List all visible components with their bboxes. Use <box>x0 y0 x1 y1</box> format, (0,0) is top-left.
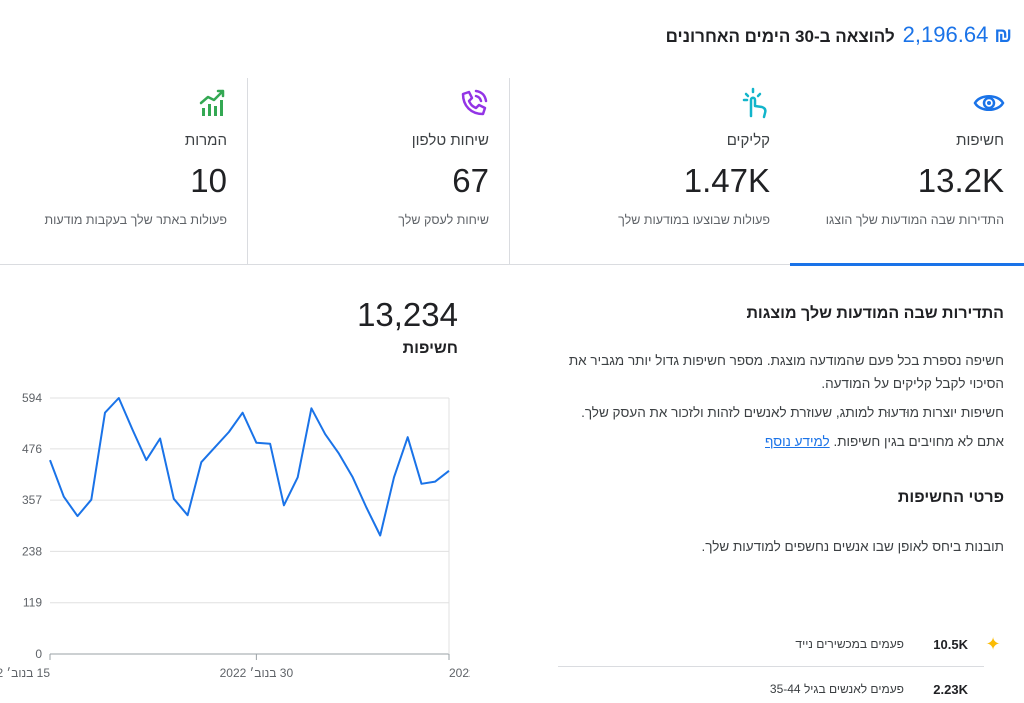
card-value: 10 <box>190 162 227 199</box>
x-axis-ticks: 15 בנוב׳ 2022 30 בנוב׳ 2022 14 בדצמ׳ 2022 <box>0 654 470 680</box>
y-axis-ticks: 0 119 238 357 476 594 <box>22 391 42 661</box>
card-title: המרות <box>184 132 227 149</box>
card-value: 1.47K <box>683 162 770 199</box>
info-paragraph: אתם לא מחויבים בגין חשיפות. למידע נוסף <box>554 430 1004 453</box>
detail-row: ✦ 10.5K פעמים במכשירים נייד <box>538 627 1004 661</box>
info-paragraph: חשיפות יוצרות מוּדעוּת למותג, שעוזרת לאנ… <box>581 405 1004 420</box>
card-description: פעולות שבוצעו במודעות שלך <box>618 213 770 227</box>
card-clicks[interactable]: קליקים 1.47K פעולות שבוצעו במודעות שלך <box>509 78 790 264</box>
chart-total: 13,234 <box>357 296 458 333</box>
details-subtitle: תובנות ביחס לאופן שבו אנשים נחשפים למודע… <box>701 539 1004 554</box>
card-value: 13.2K <box>917 162 1004 199</box>
card-title: קליקים <box>726 132 770 149</box>
spend-value: 2,196.64 <box>902 22 989 47</box>
details-title: פרטי החשיפות <box>897 489 1004 506</box>
eye-icon <box>973 95 1005 111</box>
spend-amount: ₪ 2,196.64 <box>903 22 1012 48</box>
series-line-layer <box>49 397 450 537</box>
x-tick-label: 14 בדצמ׳ 2022 <box>449 666 470 680</box>
y-tick-label: 0 <box>35 647 42 661</box>
card-title: חשיפות <box>956 132 1004 149</box>
y-tick-label: 594 <box>22 391 42 405</box>
card-value: 67 <box>452 162 489 199</box>
y-tick-label: 357 <box>22 493 42 507</box>
card-title: שיחות טלפון <box>411 132 489 149</box>
x-tick-label: 15 בנוב׳ 2022 <box>0 666 50 680</box>
detail-value: 10.5K <box>933 636 968 652</box>
divider <box>558 666 984 667</box>
tap-icon <box>742 87 767 119</box>
series-line <box>49 397 450 537</box>
card-description: התדירות שבה המודעות שלך הוצגו <box>825 213 1004 227</box>
sparkle-icon: ✦ <box>985 633 1001 654</box>
billing-note: אתם לא מחויבים בגין חשיפות. <box>833 434 1004 449</box>
card-description: שיחות לעסק שלך <box>398 213 489 227</box>
phone-call-icon <box>461 89 488 116</box>
detail-value: 2.23K <box>933 681 968 697</box>
chart-up-icon <box>199 89 225 116</box>
spend-header: ₪ 2,196.64 להוצאה ב-30 הימים האחרונים <box>666 22 1012 48</box>
chart-grid <box>50 397 450 655</box>
learn-more-link[interactable]: למידע נוסף <box>765 434 830 449</box>
detail-label: פעמים במכשירים נייד <box>795 637 904 651</box>
currency-symbol: ₪ <box>994 25 1012 47</box>
y-tick-label: 476 <box>22 442 42 456</box>
x-tick-label: 30 בנוב׳ 2022 <box>220 666 294 680</box>
y-tick-label: 119 <box>23 596 42 610</box>
detail-row: 2.23K פעמים לאנשים בגיל 35-44 <box>538 672 1004 703</box>
impressions-line-chart[interactable]: 0 119 238 357 476 594 15 בנוב׳ 2022 30 בנוב׳ 2… <box>0 380 470 690</box>
card-calls[interactable]: שיחות טלפון 67 שיחות לעסק שלך <box>247 78 509 264</box>
chart-metric-label: חשיפות <box>402 340 458 357</box>
info-paragraph: חשיפה נספרת בכל פעם שהמודעה מוצגת. מספר … <box>568 353 1004 391</box>
card-description: פעולות באתר שלך בעקבות מודעות <box>44 213 227 227</box>
card-conversions[interactable]: המרות 10 פעולות באתר שלך בעקבות מודעות <box>0 78 247 264</box>
card-impressions[interactable]: חשיפות 13.2K התדירות שבה המודעות שלך הוצ… <box>790 78 1024 266</box>
detail-label: פעמים לאנשים בגיל 35-44 <box>769 682 904 696</box>
info-panel: התדירות שבה המודעות שלך מוצגות חשיפה נספ… <box>554 305 1004 564</box>
metric-cards: חשיפות 13.2K התדירות שבה המודעות שלך הוצ… <box>0 78 1024 266</box>
spend-label: להוצאה ב-30 הימים האחרונים <box>665 27 895 46</box>
info-title: התדירות שבה המודעות שלך מוצגות <box>746 305 1004 322</box>
y-tick-label: 238 <box>22 544 42 558</box>
